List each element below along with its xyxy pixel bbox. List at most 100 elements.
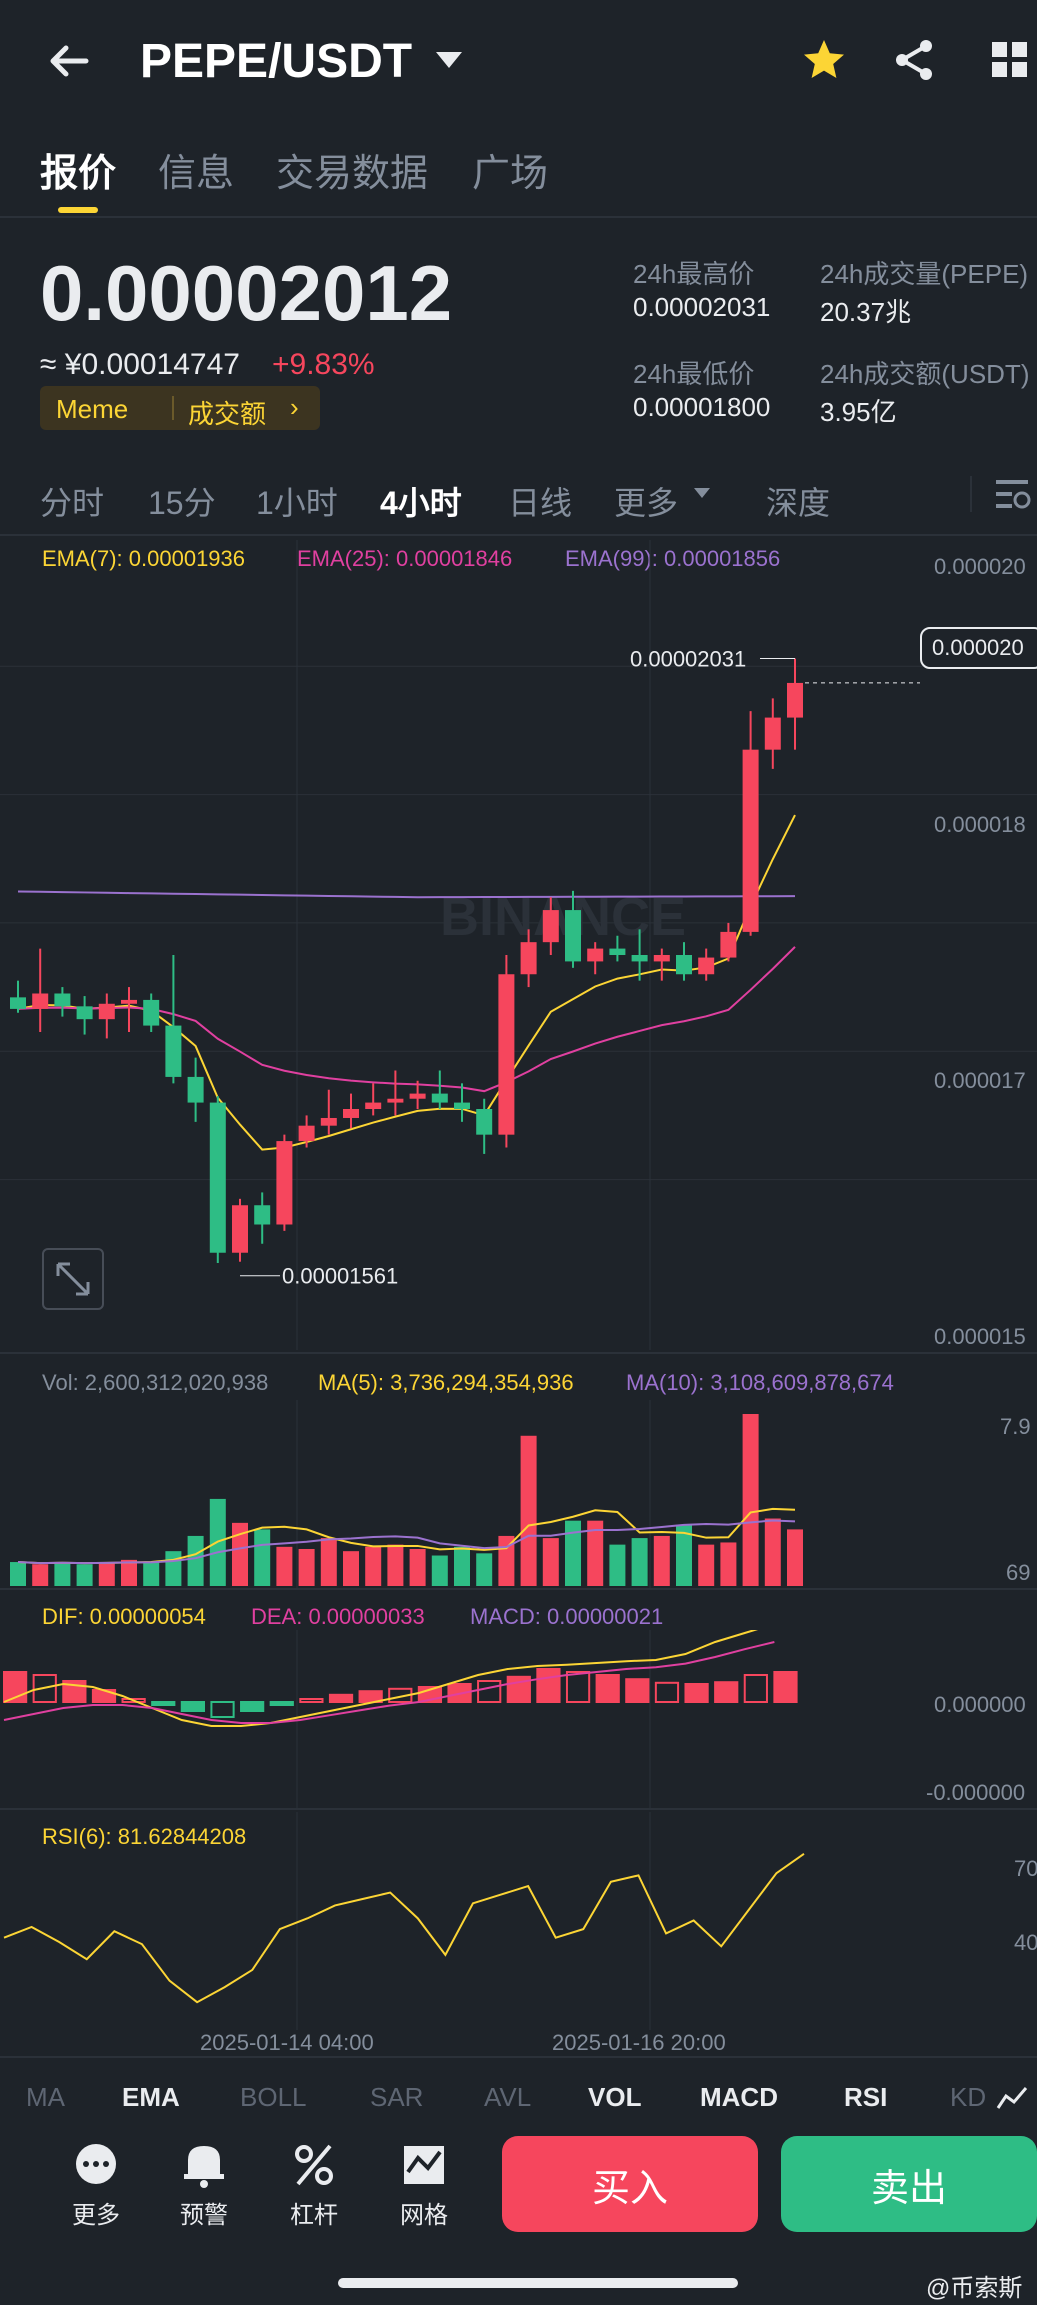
candle-body	[143, 999, 160, 1026]
candle-body	[476, 1109, 493, 1135]
ema25-legend: EMA(25): 0.00001846	[297, 546, 513, 571]
volume-bar	[76, 1564, 93, 1586]
ind-vol[interactable]: VOL	[588, 2082, 642, 2112]
macd-chart	[3, 1630, 798, 1810]
candle-body	[676, 955, 692, 975]
leverage-button[interactable]: 杠杆	[274, 2140, 354, 2240]
tag-divider	[172, 396, 174, 420]
tf-4h[interactable]: 4小时	[380, 485, 462, 521]
more-button[interactable]: 更多	[56, 2140, 136, 2240]
macd-value-legend: MACD: 0.00000021	[470, 1604, 664, 1629]
ind-kd[interactable]: KD	[950, 2082, 987, 2112]
chevron-right-icon: ›	[290, 392, 299, 422]
grid-bot-icon	[404, 2146, 444, 2184]
ind-sar[interactable]: SAR	[370, 2082, 424, 2112]
candle-body	[232, 1205, 248, 1253]
price-axis-1: 0.000018	[934, 812, 1026, 837]
tag-volume[interactable]: 成交额	[188, 399, 267, 429]
tab-square[interactable]: 广场	[472, 153, 549, 195]
tab-trading-data[interactable]: 交易数据	[276, 153, 429, 195]
volume-bar	[587, 1520, 604, 1586]
back-icon[interactable]	[44, 36, 94, 86]
buy-button[interactable]: 买入	[502, 2136, 758, 2232]
ind-boll[interactable]: BOLL	[240, 2082, 307, 2112]
macd-bar	[625, 1678, 650, 1703]
macd-bar	[180, 1701, 205, 1712]
candle-body	[431, 1093, 448, 1103]
ind-rsi[interactable]: RSI	[844, 2082, 888, 2112]
volume-bar	[32, 1564, 49, 1586]
macd-axis-neg: -0.000000	[926, 1780, 1026, 1805]
indicator-tabs: MA EMA BOLL SAR AVL VOL MACD RSI KD	[0, 2080, 1037, 2114]
volume-bar	[343, 1551, 359, 1586]
candle-body	[343, 1109, 359, 1118]
more-dropdown-icon[interactable]	[692, 486, 712, 507]
candle-body	[32, 993, 49, 1009]
indicator-settings-icon[interactable]	[996, 2084, 1028, 2117]
favorite-star-icon[interactable]	[800, 36, 848, 89]
grid-label: 网格	[400, 2202, 448, 2229]
macd-bar	[240, 1701, 265, 1712]
macd-bar	[654, 1681, 680, 1703]
candle-body	[698, 957, 715, 975]
rsi-legend: RSI(6): 81.62844208	[42, 1824, 247, 1849]
volume-bar	[121, 1559, 137, 1586]
grid-button[interactable]: 网格	[384, 2140, 464, 2240]
high-label: 24h最高价	[633, 259, 755, 289]
ind-ema[interactable]: EMA	[122, 2082, 180, 2112]
price-axis-3: 0.000015	[934, 1324, 1026, 1349]
tf-more[interactable]: 更多	[614, 485, 679, 521]
grid-menu-icon[interactable]	[990, 40, 1030, 85]
tf-depth[interactable]: 深度	[766, 485, 831, 521]
chart-settings-icon[interactable]	[992, 476, 1032, 519]
candle-body	[565, 910, 581, 962]
tag-meme[interactable]: Meme	[56, 394, 129, 424]
candle-body	[720, 931, 737, 958]
volume-bar	[676, 1525, 692, 1586]
candle-body	[742, 749, 759, 932]
volume-bar	[520, 1435, 537, 1586]
last-price: 0.00002012	[40, 249, 453, 337]
candle-body	[365, 1102, 382, 1109]
price-axis-0: 0.000020	[934, 554, 1026, 579]
vol-usdt-label: 24h成交额(USDT)	[820, 359, 1030, 389]
macd-bar	[121, 1698, 146, 1703]
alert-button[interactable]: 预警	[164, 2140, 244, 2240]
volume-bar	[720, 1542, 737, 1586]
macd-bar	[151, 1701, 176, 1706]
vol-pepe-value: 20.37兆	[820, 297, 912, 327]
pair-dropdown-icon[interactable]	[434, 50, 464, 77]
current-price-tag[interactable]: 0.000020	[920, 627, 1037, 669]
volume-bar	[143, 1562, 160, 1586]
sell-button[interactable]: 卖出	[781, 2136, 1037, 2232]
vol-axis-bottom: 69	[1006, 1560, 1031, 1585]
tf-1h[interactable]: 1小时	[256, 485, 338, 521]
tab-info[interactable]: 信息	[158, 153, 235, 195]
volume-bar	[787, 1529, 803, 1586]
ema7-legend: EMA(7): 0.00001936	[42, 546, 246, 571]
macd-bar	[269, 1701, 294, 1706]
tag-bar[interactable]: Meme 成交额 ›	[40, 386, 320, 430]
tab-quote[interactable]: 报价	[40, 153, 117, 195]
macd-dea-line	[3, 1641, 775, 1724]
macd-bar	[477, 1680, 502, 1703]
macd-bar	[210, 1701, 235, 1718]
tf-time[interactable]: 分时	[40, 485, 105, 521]
ind-macd[interactable]: MACD	[700, 2082, 778, 2112]
tf-1d[interactable]: 日线	[508, 485, 573, 521]
ema99-line	[17, 890, 796, 899]
volume-bar	[10, 1562, 26, 1586]
ind-avl[interactable]: AVL	[484, 2082, 532, 2112]
ind-ma[interactable]: MA	[26, 2082, 65, 2112]
vol-ma10-line	[17, 1519, 796, 1565]
tf-15m[interactable]: 15分	[148, 485, 216, 521]
expand-chart-icon[interactable]	[42, 1248, 104, 1310]
low-label: 24h最低价	[633, 359, 755, 389]
pair-title[interactable]: PEPE/USDT	[140, 35, 413, 88]
volume-bar	[98, 1562, 115, 1586]
share-icon[interactable]	[890, 36, 938, 89]
vol-legend: Vol: 2,600,312,020,938	[42, 1370, 269, 1395]
candle-body	[209, 1102, 226, 1253]
more-dots-icon	[76, 2144, 116, 2184]
